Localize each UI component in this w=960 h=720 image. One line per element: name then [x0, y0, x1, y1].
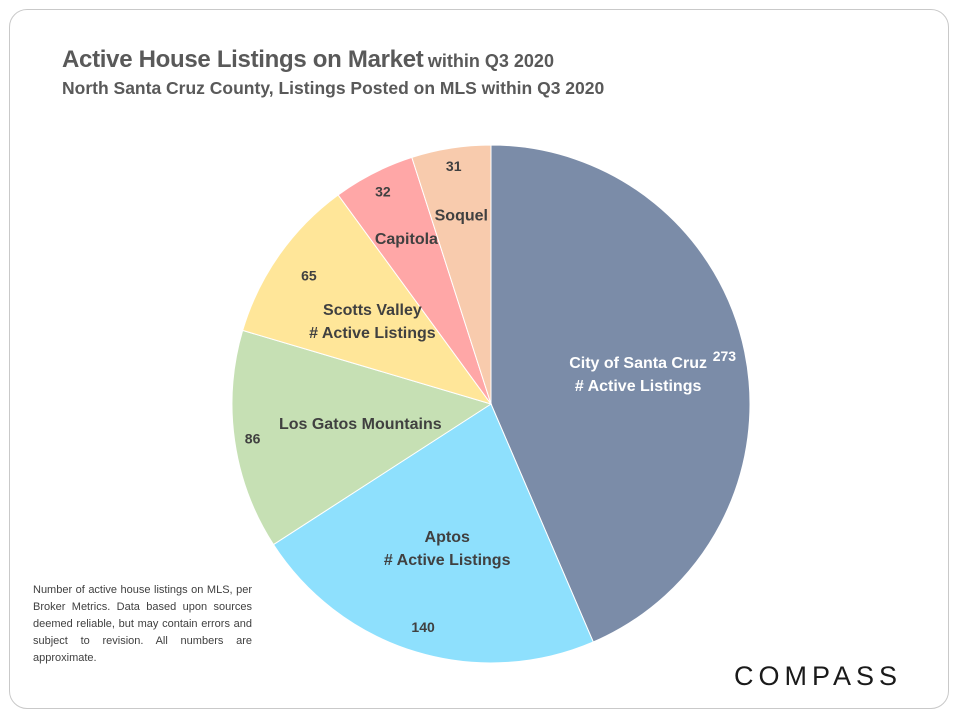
- pie-slices: [231, 144, 751, 664]
- svg-text:COMPASS: COMPASS: [734, 661, 902, 691]
- chart-title-main: Active House Listings on Market: [62, 46, 424, 73]
- chart-title-suffix: within Q3 2020: [427, 51, 554, 71]
- slice-label-capitola: Capitola: [375, 231, 438, 248]
- pie-slice-aptos: [272, 403, 594, 664]
- slice-label-aptos: Aptos: [425, 529, 470, 546]
- chart-subtitle: North Santa Cruz County, Listings Posted…: [62, 78, 605, 98]
- value-label-soquel: 31: [446, 158, 462, 174]
- value-label-aptos: 140: [411, 619, 435, 635]
- slice-label-los-gatos-mountains: Los Gatos Mountains: [279, 416, 442, 433]
- pie-slice-los-gatos-mountains: [231, 329, 493, 546]
- slice-sublabel-aptos: # Active Listings: [384, 552, 511, 569]
- slice-label-city-of-santa-cruz: City of Santa Cruz: [569, 355, 707, 372]
- value-label-capitola: 32: [375, 184, 391, 200]
- footnote: Number of active house listings on MLS, …: [33, 584, 252, 664]
- slice-sublabel-city-of-santa-cruz: # Active Listings: [575, 378, 702, 395]
- compass-logo: COMPASS: [734, 661, 902, 691]
- slice-label-scotts-valley: Scotts Valley: [323, 302, 422, 319]
- pie-slice-scotts-valley: [242, 194, 493, 405]
- pie-labels: City of Santa Cruz # Active Listings 273 Ap…: [245, 158, 736, 635]
- value-label-los-gatos-mountains: 86: [245, 430, 261, 446]
- slice-label-soquel: Soquel: [435, 208, 488, 225]
- pie-slice-city-of-santa-cruz: [490, 144, 751, 643]
- value-label-scotts-valley: 65: [301, 268, 317, 284]
- slice-sublabel-scotts-valley: # Active Listings: [309, 325, 436, 342]
- pie-slice-soquel: [411, 144, 492, 405]
- chart-title: Active House Listings on Market within Q…: [62, 46, 554, 74]
- value-label-city-of-santa-cruz: 273: [713, 348, 737, 364]
